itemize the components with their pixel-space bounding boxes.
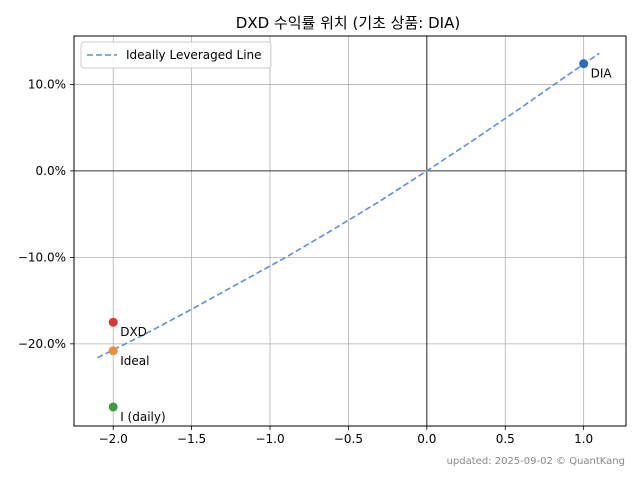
legend-label: Ideally Leveraged Line	[126, 48, 262, 62]
point-label-i-daily: I (daily)	[120, 410, 165, 424]
point-dxd	[108, 317, 118, 327]
x-tick-label: −1.0	[255, 432, 284, 446]
point-label-ideal: Ideal	[120, 354, 149, 368]
y-tick-label: 10.0%	[28, 77, 66, 91]
legend: Ideally Leveraged Line	[80, 41, 272, 69]
x-tick-label: 1.0	[574, 432, 593, 446]
legend-box	[80, 41, 272, 69]
x-tick-label: 0.5	[496, 432, 515, 446]
chart-title: DXD 수익률 위치 (기초 상품: DIA)	[236, 14, 460, 32]
y-tick-label: −10.0%	[18, 250, 66, 264]
point-label-dia: DIA	[591, 67, 613, 81]
points-layer: DIA DXD Ideal I (daily)	[108, 59, 613, 424]
x-tick-label: −1.5	[177, 432, 206, 446]
x-tick-label: −0.5	[334, 432, 363, 446]
y-tick-label: 0.0%	[36, 164, 67, 178]
zero-lines	[74, 36, 626, 426]
x-tick-label: 0.0	[417, 432, 436, 446]
point-ideal	[108, 346, 118, 356]
point-i-daily	[108, 402, 118, 412]
footer-note: updated: 2025-09-02 © QuantKang	[447, 456, 625, 467]
plot-frame	[73, 35, 627, 427]
y-tick-label: −20.0%	[18, 337, 66, 351]
point-label-dxd: DXD	[120, 325, 147, 339]
point-dia	[579, 59, 589, 69]
x-tick-label: −2.0	[99, 432, 128, 446]
axis-ticks: −2.0 −1.5 −1.0 −0.5 0.0 0.5 1.0 10.0% 0.0% −10.0%…	[18, 77, 593, 446]
